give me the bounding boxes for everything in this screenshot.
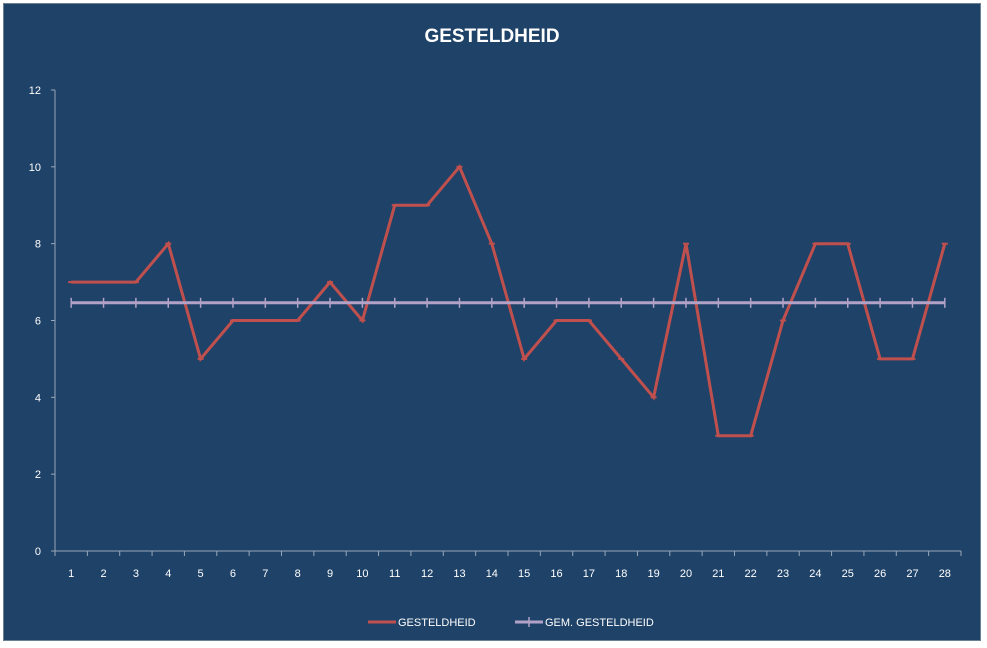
y-tick-label: 12 — [29, 85, 41, 97]
y-tick-label: 8 — [35, 239, 41, 251]
x-tick-label: 23 — [777, 568, 789, 580]
x-tick-label: 24 — [809, 568, 821, 580]
x-tick-label: 1 — [68, 568, 74, 580]
y-tick-label: 0 — [35, 546, 41, 558]
x-tick-label: 9 — [327, 568, 333, 580]
x-tick-label: 7 — [262, 568, 268, 580]
x-tick-label: 27 — [906, 568, 918, 580]
x-tick-label: 19 — [647, 568, 659, 580]
y-tick-label: 2 — [35, 469, 41, 481]
x-tick-label: 18 — [615, 568, 627, 580]
x-tick-label: 13 — [453, 568, 465, 580]
x-tick-label: 17 — [583, 568, 595, 580]
chart-title: GESTELDHEID — [424, 26, 560, 47]
x-tick-label: 20 — [680, 568, 692, 580]
x-tick-label: 4 — [165, 568, 171, 580]
x-tick-label: 25 — [842, 568, 854, 580]
x-tick-label: 3 — [133, 568, 139, 580]
x-tick-label: 6 — [230, 568, 236, 580]
x-tick-label: 11 — [389, 568, 400, 580]
y-tick-label: 10 — [29, 162, 41, 174]
x-tick-label: 28 — [939, 568, 951, 580]
x-tick-label: 10 — [356, 568, 368, 580]
x-tick-label: 21 — [712, 568, 724, 580]
x-tick-label: 26 — [874, 568, 886, 580]
legend-label: GESTELDHEID — [398, 617, 476, 629]
x-tick-label: 8 — [295, 568, 301, 580]
x-tick-label: 15 — [518, 568, 530, 580]
x-tick-label: 5 — [198, 568, 204, 580]
x-tick-label: 12 — [421, 568, 433, 580]
chart-frame: GESTELDHEID — [3, 3, 981, 641]
x-tick-label: 22 — [745, 568, 757, 580]
legend-label: GEM. GESTELDHEID — [545, 617, 654, 629]
y-tick-label: 6 — [35, 316, 41, 328]
x-tick-label: 16 — [550, 568, 562, 580]
y-tick-label: 4 — [35, 392, 41, 404]
x-tick-label: 14 — [486, 568, 498, 580]
x-tick-label: 2 — [100, 568, 106, 580]
